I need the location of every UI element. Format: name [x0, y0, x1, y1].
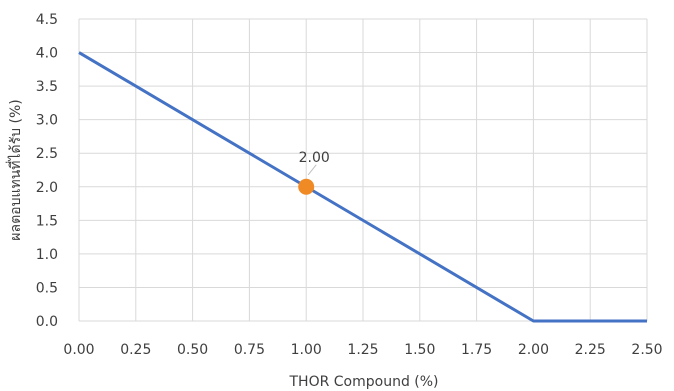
x-tick-label: 1.50	[404, 342, 435, 358]
y-tick-label: 4.5	[36, 12, 58, 28]
y-tick-label: 2.5	[36, 146, 58, 162]
highlight-point-label: 2.00	[299, 150, 330, 166]
y-tick-label: 0.5	[36, 280, 58, 296]
y-tick-label: 0.0	[36, 314, 58, 330]
y-tick-label: 1.5	[36, 213, 58, 229]
label-layer: THOR Compound (%) ผลตอบแทนที่ได้รับ (%) …	[6, 12, 663, 390]
y-axis-title: ผลตอบแทนที่ได้รับ (%)	[6, 99, 24, 240]
x-tick-label: 2.25	[575, 342, 606, 358]
x-tick-label: 0.00	[63, 342, 94, 358]
x-tick-label: 0.50	[177, 342, 208, 358]
y-tick-label: 1.0	[36, 247, 58, 263]
x-tick-label: 2.00	[518, 342, 549, 358]
highlight-point	[298, 178, 315, 195]
y-tick-label: 3.0	[36, 113, 58, 129]
highlight-leader-line	[307, 164, 317, 176]
x-tick-label: 0.75	[234, 342, 265, 358]
x-tick-label: 0.25	[120, 342, 151, 358]
x-tick-label: 1.75	[461, 342, 492, 358]
series-layer	[78, 51, 647, 323]
x-tick-label: 1.00	[291, 342, 322, 358]
y-tick-label: 4.0	[36, 46, 58, 62]
x-tick-label: 2.50	[631, 342, 662, 358]
grid-layer	[78, 18, 648, 322]
y-tick-label: 2.0	[36, 180, 58, 196]
x-axis-title: THOR Compound (%)	[288, 374, 438, 390]
y-tick-label: 3.5	[36, 79, 58, 95]
series-line-1	[78, 51, 647, 323]
x-tick-label: 1.25	[347, 342, 378, 358]
